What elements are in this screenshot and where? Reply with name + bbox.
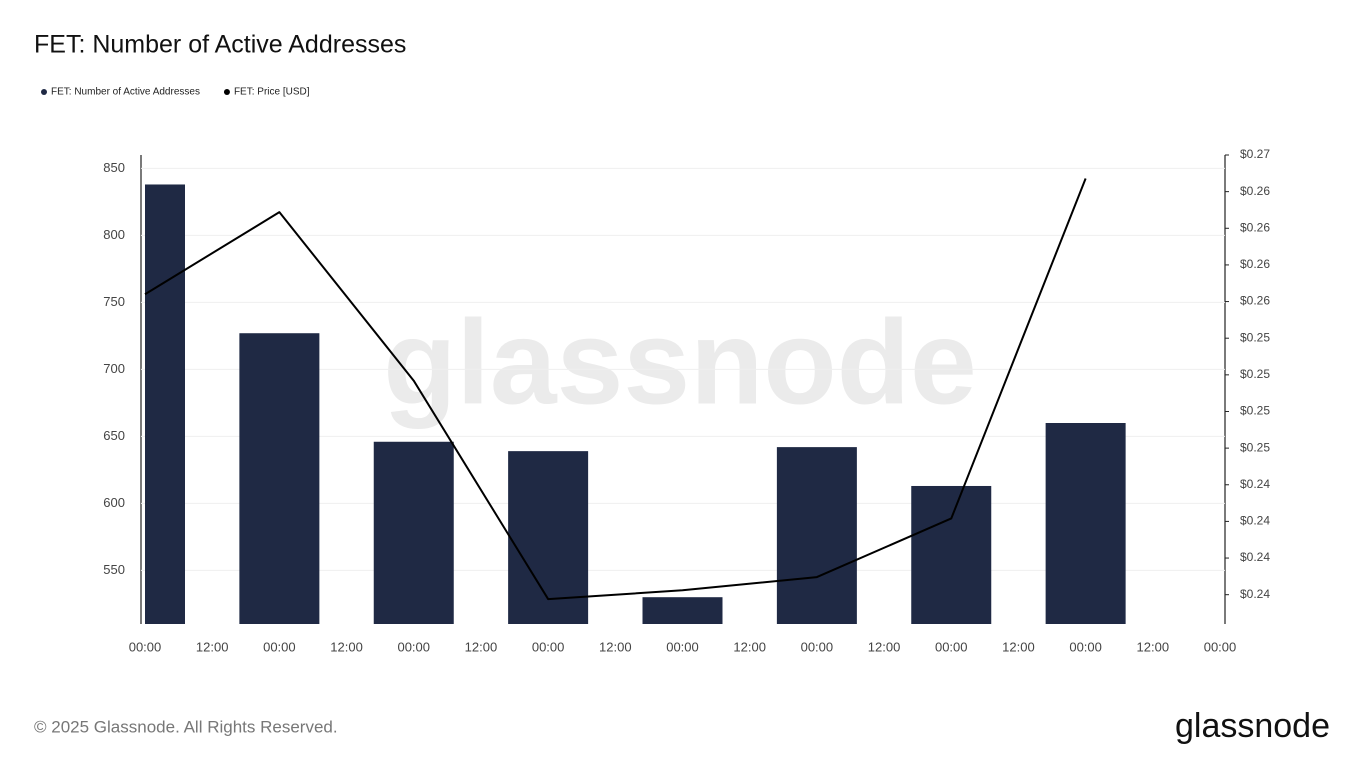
y-tick-label: 800 bbox=[103, 227, 125, 242]
bar bbox=[239, 333, 320, 624]
y2-tick-label: $0.24 bbox=[1240, 550, 1270, 564]
y2-tick-label: $0.26 bbox=[1240, 184, 1270, 198]
y2-tick-label: $0.25 bbox=[1240, 404, 1270, 418]
bar bbox=[145, 184, 185, 624]
y2-tick-label: $0.25 bbox=[1240, 330, 1270, 344]
y2-tick-label: $0.26 bbox=[1240, 220, 1270, 234]
price-line bbox=[144, 178, 1087, 601]
y2-tick-label: $0.26 bbox=[1240, 257, 1270, 271]
x-tick-label: 00:00 bbox=[666, 639, 699, 654]
y-tick-label: 650 bbox=[103, 428, 125, 443]
y2-tick-label: $0.24 bbox=[1240, 514, 1270, 528]
x-tick-label: 12:00 bbox=[868, 639, 901, 654]
y2-tick-label: $0.24 bbox=[1240, 587, 1270, 601]
footer: © 2025 Glassnode. All Rights Reserved. bbox=[34, 717, 338, 736]
y-tick-label: 700 bbox=[103, 361, 125, 376]
y2-tick-label: $0.27 bbox=[1240, 147, 1270, 161]
bar bbox=[911, 485, 992, 624]
x-tick-label: 00:00 bbox=[532, 639, 565, 654]
y-tick-label: 850 bbox=[103, 160, 125, 175]
y2-tick-label: $0.25 bbox=[1240, 440, 1270, 454]
y2-tick-label: $0.25 bbox=[1240, 367, 1270, 381]
x-tick-label: 12:00 bbox=[733, 639, 766, 654]
y-tick-label: 600 bbox=[103, 495, 125, 510]
x-tick-label: 00:00 bbox=[129, 639, 162, 654]
x-tick-label: 00:00 bbox=[397, 639, 430, 654]
y2-tick-label: $0.26 bbox=[1240, 294, 1270, 308]
y2-tick-label: $0.24 bbox=[1240, 477, 1270, 491]
x-tick-label: 00:00 bbox=[801, 639, 834, 654]
legend-label: FET: Number of Active Addresses bbox=[51, 87, 200, 98]
legend-label: FET: Price [USD] bbox=[234, 87, 310, 98]
x-tick-label: 12:00 bbox=[196, 639, 229, 654]
x-tick-label: 00:00 bbox=[1069, 639, 1102, 654]
watermark: glassnode bbox=[383, 296, 977, 430]
x-tick-label: 00:00 bbox=[1204, 639, 1237, 654]
x-tick-label: 12:00 bbox=[330, 639, 363, 654]
legend-marker bbox=[223, 89, 230, 95]
plot-area bbox=[145, 184, 1126, 624]
chart-title: FET: Number of Active Addresses bbox=[34, 31, 406, 59]
bar bbox=[776, 447, 857, 624]
bar bbox=[642, 597, 723, 624]
x-tick-label: 00:00 bbox=[263, 639, 296, 654]
x-tick-label: 12:00 bbox=[1002, 639, 1035, 654]
x-tick-label: 12:00 bbox=[465, 639, 498, 654]
y-tick-label: 550 bbox=[103, 562, 125, 577]
bar bbox=[1045, 423, 1126, 624]
x-tick-label: 12:00 bbox=[599, 639, 632, 654]
x-tick-label: 00:00 bbox=[935, 639, 968, 654]
bar bbox=[373, 441, 454, 624]
y-tick-label: 750 bbox=[103, 294, 125, 309]
logo: glassnode bbox=[1175, 707, 1330, 745]
legend-marker bbox=[41, 89, 47, 95]
x-tick-label: 12:00 bbox=[1137, 639, 1170, 654]
bar bbox=[508, 451, 589, 624]
